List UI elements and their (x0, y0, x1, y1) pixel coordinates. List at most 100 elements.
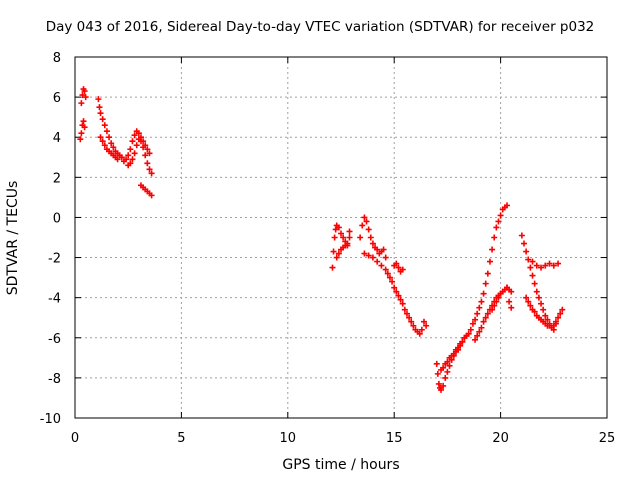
data-point-marker (472, 316, 479, 323)
data-point-marker (420, 318, 427, 325)
data-point-marker (114, 156, 121, 163)
data-point-marker (486, 258, 493, 265)
data-point-marker (80, 118, 87, 125)
data-point-marker (148, 192, 155, 199)
data-point-marker (495, 294, 502, 301)
data-point-marker (399, 266, 406, 273)
data-point-marker (489, 246, 496, 253)
data-point-marker (395, 292, 402, 299)
data-point-marker (446, 362, 453, 369)
data-point-marker (380, 246, 387, 253)
data-point-marker (535, 294, 542, 301)
data-point-marker (474, 332, 481, 339)
data-point-marker (438, 386, 445, 393)
data-point-marker (506, 298, 513, 305)
data-point-marker (382, 266, 389, 273)
data-point-marker (78, 130, 85, 137)
data-point-marker (533, 288, 540, 295)
data-point-marker (433, 360, 440, 367)
data-point-marker (444, 358, 451, 365)
data-point-marker (365, 226, 372, 233)
data-point-marker (386, 274, 393, 281)
data-point-marker (529, 272, 536, 279)
data-point-marker (418, 326, 425, 333)
x-tick-label: 5 (177, 431, 185, 446)
data-point-marker (346, 228, 353, 235)
data-point-marker (369, 254, 376, 261)
data-point-marker (391, 284, 398, 291)
data-point-marker (525, 256, 532, 263)
data-point-marker (129, 156, 136, 163)
x-tick-label: 10 (280, 431, 297, 446)
data-point-marker (95, 96, 102, 103)
data-point-marker (361, 250, 368, 257)
data-point-marker (459, 338, 466, 345)
data-point-marker (99, 138, 106, 145)
data-point-marker (399, 300, 406, 307)
data-point-marker (333, 254, 340, 261)
data-point-marker (378, 262, 385, 269)
data-point-marker (101, 122, 108, 129)
data-point-marker (140, 144, 147, 151)
data-point-marker (503, 202, 510, 209)
y-tick-label: 4 (53, 131, 61, 146)
data-point-marker (340, 234, 347, 241)
data-point-marker (482, 280, 489, 287)
y-tick-label: 8 (53, 51, 61, 66)
data-point-marker (480, 318, 487, 325)
data-point-marker (478, 324, 485, 331)
data-point-marker (497, 212, 504, 219)
data-point-marker (127, 146, 134, 153)
data-point-marker (495, 218, 502, 225)
data-point-marker (131, 132, 138, 139)
data-point-marker (393, 260, 400, 267)
data-point-marker (146, 166, 153, 173)
data-point-marker (101, 142, 108, 149)
data-point-marker (359, 222, 366, 229)
data-point-marker (133, 142, 140, 149)
data-point-marker (555, 314, 562, 321)
data-point-marker (478, 298, 485, 305)
data-point-marker (331, 234, 338, 241)
x-tick-label: 25 (599, 431, 616, 446)
data-point-marker (361, 214, 368, 221)
y-tick-label: 0 (53, 211, 61, 226)
data-point-marker (491, 234, 498, 241)
data-point-marker (440, 364, 447, 371)
data-point-marker (338, 230, 344, 237)
data-point-marker (491, 302, 498, 309)
data-point-marker (435, 380, 442, 387)
data-point-marker (444, 368, 451, 375)
y-tick-label: -4 (48, 292, 61, 307)
grid-lines (75, 57, 607, 418)
data-point-marker (497, 290, 504, 297)
data-point-marker (531, 280, 538, 287)
data-point-marker (131, 150, 138, 157)
data-point-marker (523, 248, 530, 255)
data-point-marker (96, 104, 103, 111)
data-points (77, 86, 566, 393)
data-point-marker (127, 160, 134, 167)
data-point-marker (476, 328, 483, 335)
data-point-marker (480, 290, 487, 297)
data-point-marker (489, 306, 496, 313)
data-point-marker (467, 326, 474, 333)
chart-title: Day 043 of 2016, Sidereal Day-to-day VTE… (45, 19, 595, 35)
data-point-marker (484, 270, 491, 277)
data-point-marker (540, 306, 547, 313)
data-point-marker (469, 320, 476, 327)
data-point-marker (529, 258, 536, 265)
data-point-marker (482, 314, 489, 321)
data-point-marker (110, 144, 117, 151)
y-tick-label: -8 (48, 372, 61, 387)
data-point-marker (518, 232, 525, 239)
data-point-marker (146, 150, 153, 157)
data-point-marker (332, 226, 339, 233)
data-point-marker (77, 136, 84, 143)
data-point-marker (384, 270, 391, 277)
tick-labels: 0 5 10 15 20 25 -10 -8 -6 -4 -2 0 2 4 6 8 (40, 51, 616, 446)
data-point-marker (442, 374, 449, 381)
data-point-marker (472, 336, 479, 343)
data-point-marker (103, 128, 110, 135)
data-point-marker (531, 308, 538, 315)
